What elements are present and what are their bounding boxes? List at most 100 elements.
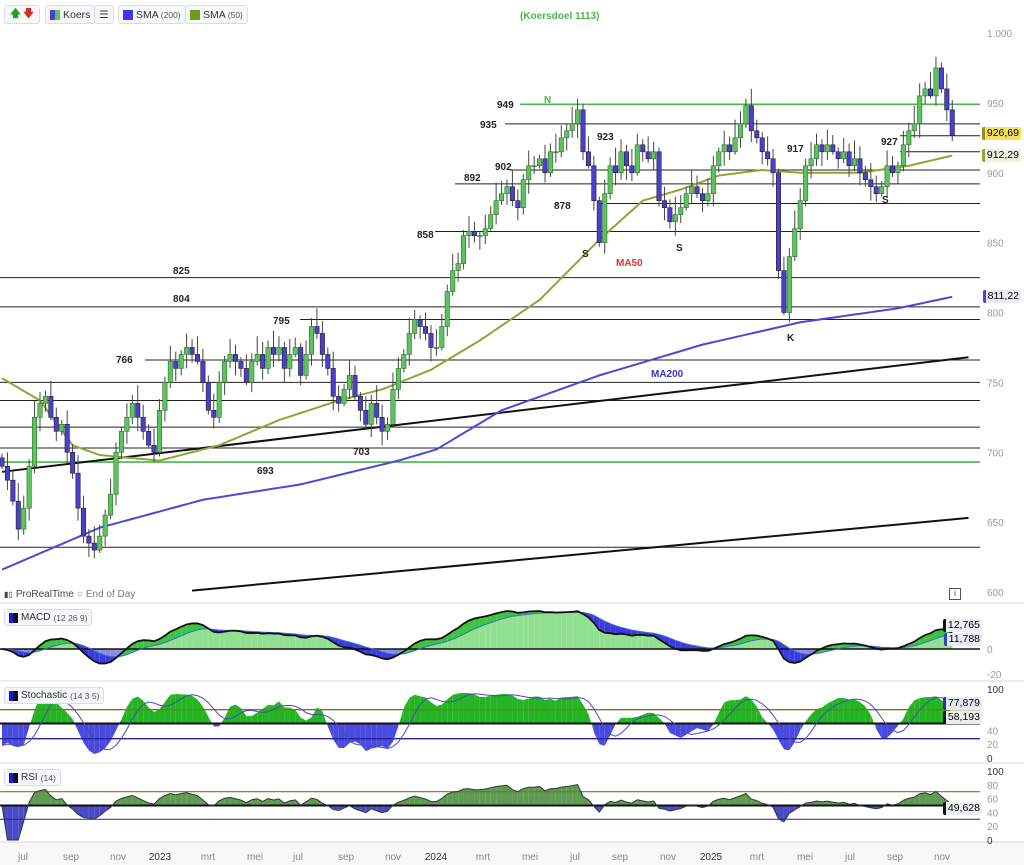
macd-diff-segment [164, 631, 171, 643]
candle [862, 172, 868, 181]
rsi-area-segment [561, 786, 567, 806]
stochastic-area-segment [365, 723, 372, 752]
rsi-area-segment [268, 798, 274, 806]
stochastic-area-segment [354, 723, 361, 745]
macd-diff-segment [740, 635, 746, 644]
stochastic-tick-label: 100 [987, 685, 1004, 696]
candle [488, 214, 494, 229]
macd-area-segment [577, 612, 584, 649]
stochastic-area-segment [2, 723, 8, 746]
stochastic-area-segment [224, 706, 231, 724]
stochastic-area-segment [794, 723, 801, 743]
macd-area-segment [925, 640, 931, 649]
macd-line [1, 610, 953, 665]
stochastic-area-segment [653, 713, 660, 724]
candle [265, 347, 271, 369]
candle [243, 368, 249, 383]
candle [113, 451, 119, 495]
stochastic-area-segment [371, 723, 377, 749]
candle [401, 354, 407, 369]
candle [857, 158, 863, 174]
macd-area-segment [382, 649, 388, 654]
candle [938, 67, 944, 90]
legend-price[interactable]: Koers [45, 5, 96, 24]
candle [287, 354, 293, 369]
macd-diff-segment [181, 624, 187, 636]
macd-area-segment [289, 633, 296, 649]
rsi-area-segment [751, 799, 757, 806]
rsi-area-segment [485, 787, 491, 806]
candle [374, 403, 380, 418]
rsi-area-segment [637, 799, 643, 806]
legend-sma50[interactable]: SMA (50) [185, 5, 248, 24]
macd-area-segment [278, 632, 285, 649]
stochastic-area-segment [230, 704, 236, 724]
macd-area-segment [534, 613, 540, 649]
rsi-area-segment [718, 798, 725, 806]
stochastic-area-segment [545, 698, 551, 724]
macd-area-segment [262, 632, 269, 649]
chart-annotation: S [582, 249, 589, 260]
candle [249, 361, 255, 383]
stochastic-area-segment [501, 693, 507, 724]
macd-area-segment [268, 632, 274, 649]
rsi-area-segment [398, 800, 404, 806]
candle [580, 109, 586, 153]
stochastic-area-segment [23, 723, 30, 745]
stochastic-area-segment [344, 723, 350, 749]
macd-diff-segment [479, 616, 486, 627]
candle [569, 123, 575, 132]
macd-area-segment [561, 612, 567, 649]
candle [254, 354, 260, 362]
stochastic-area-segment [751, 699, 757, 724]
rsi-area-segment [919, 792, 926, 806]
chart-annotation: 703 [353, 447, 370, 458]
list-button[interactable]: ☰ [94, 5, 114, 24]
rsi-area-segment [935, 791, 942, 806]
x-tick-label: nov [934, 852, 950, 863]
info-button[interactable]: i [949, 588, 961, 600]
candle [879, 186, 885, 195]
x-tick-label: 2023 [149, 852, 172, 863]
macd-diff-segment [441, 634, 448, 643]
rsi-label: RSI [21, 772, 38, 783]
stochastic-area-segment [181, 694, 187, 724]
macd-diff-segment [778, 641, 784, 659]
price-direction-toggle[interactable]: 🡅 🡇 [4, 5, 40, 24]
stochastic-area-segment [333, 723, 339, 748]
stochastic-area-segment [78, 723, 84, 743]
stochastic-area-segment [914, 698, 920, 724]
rsi-area-segment [12, 805, 19, 840]
x-tick-label: 2025 [700, 852, 723, 863]
rsi-area-segment [409, 796, 415, 806]
x-tick-label: mrt [476, 852, 491, 863]
candle [727, 144, 733, 153]
stochastic-legend[interactable]: Stochastic (14 3 5) [4, 687, 105, 704]
candle [618, 151, 624, 174]
rsi-legend[interactable]: RSI (14) [4, 769, 61, 786]
macd-diff-segment [604, 621, 611, 634]
macd-area-segment [566, 612, 573, 649]
candle [4, 465, 10, 481]
macd-area-segment [805, 649, 812, 655]
candle [526, 165, 532, 181]
rsi-area-segment [186, 792, 193, 806]
rsi-area-segment [474, 789, 480, 806]
candle [645, 151, 651, 160]
macd-legend[interactable]: MACD (12 26 9) [4, 609, 93, 626]
macd-signal-tag: 11,788 [943, 633, 982, 646]
stochastic-area-segment [686, 723, 692, 735]
chart-annotation: MA200 [651, 369, 684, 380]
x-tick-label: sep [887, 852, 904, 863]
stochastic-area-segment [72, 718, 79, 731]
data-source: ▮▯ ProRealTime ○ End of Day [4, 589, 135, 600]
legend-sma200[interactable]: SMA (200) [118, 5, 186, 24]
macd-area-segment [463, 631, 469, 649]
rsi-area-segment [724, 798, 730, 806]
candle [661, 200, 667, 208]
candle [765, 151, 771, 160]
stochastic-area-segment [463, 692, 469, 724]
candle [591, 165, 597, 201]
chart-annotation: 693 [257, 466, 274, 477]
